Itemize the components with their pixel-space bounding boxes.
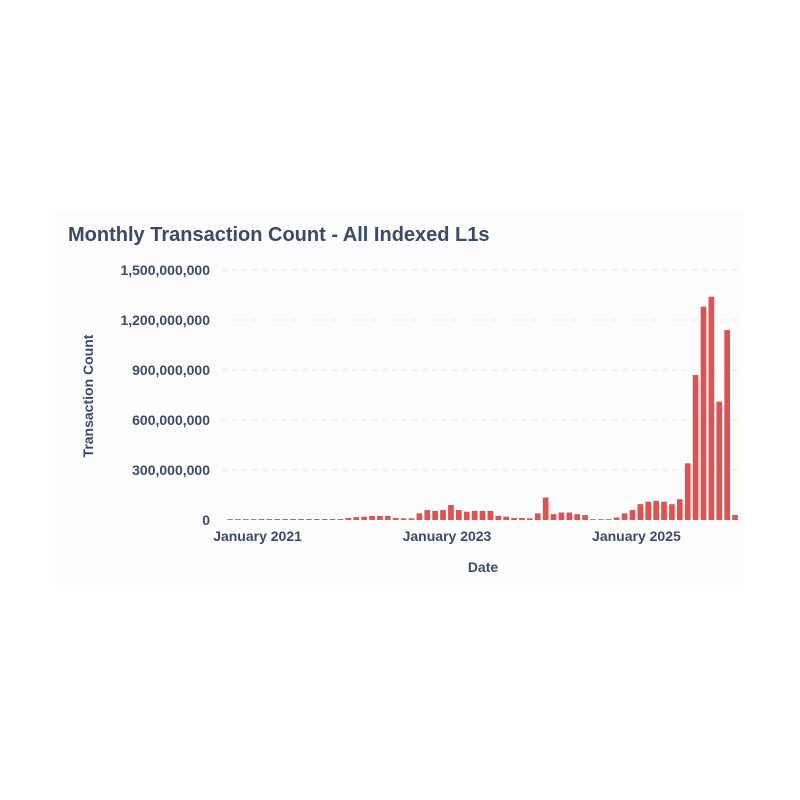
y-tick-label: 600,000,000 xyxy=(132,412,210,428)
bar xyxy=(708,296,715,520)
bar xyxy=(621,513,628,520)
bar xyxy=(645,501,652,520)
bar xyxy=(424,510,431,520)
bar xyxy=(700,306,707,520)
y-tick-label: 1,200,000,000 xyxy=(120,312,210,328)
x-tick-label: January 2021 xyxy=(213,528,302,544)
bar xyxy=(400,518,407,520)
bar xyxy=(282,519,289,520)
bar xyxy=(384,515,391,520)
bar xyxy=(408,518,415,520)
y-tick-labels: 0 300,000,000 600,000,000 900,000,000 1,200,… xyxy=(120,262,210,528)
bar xyxy=(503,516,510,520)
bar xyxy=(353,517,360,520)
bar xyxy=(661,501,667,520)
bar xyxy=(274,519,281,520)
bar xyxy=(637,504,644,520)
bar xyxy=(487,510,494,520)
grid-lines xyxy=(222,269,739,471)
bar xyxy=(471,510,478,520)
bar xyxy=(321,519,328,520)
bar xyxy=(242,519,249,520)
x-tick-label: January 2023 xyxy=(403,528,492,544)
bar xyxy=(479,510,486,520)
bar xyxy=(345,518,352,520)
bar xyxy=(511,518,517,520)
bar xyxy=(724,330,731,520)
bar xyxy=(258,519,265,520)
bar xyxy=(669,504,675,520)
bar xyxy=(337,519,344,520)
bar xyxy=(534,513,541,520)
bar xyxy=(629,510,636,520)
bar xyxy=(692,375,699,520)
bar xyxy=(558,512,565,520)
bar xyxy=(290,519,296,520)
bars xyxy=(227,296,738,520)
bar xyxy=(440,510,446,520)
bar xyxy=(676,499,683,520)
y-tick-label: 300,000,000 xyxy=(132,462,210,478)
bar xyxy=(392,518,399,520)
bar xyxy=(582,515,588,520)
bar xyxy=(542,497,549,520)
y-axis-label: Transaction Count xyxy=(80,334,96,457)
bar xyxy=(361,516,367,520)
x-axis-label: Date xyxy=(468,559,499,575)
bar xyxy=(432,510,438,520)
bar xyxy=(574,514,581,520)
bar xyxy=(684,463,691,520)
bar xyxy=(519,518,525,520)
bar xyxy=(550,514,557,520)
bar xyxy=(605,519,612,520)
bar xyxy=(313,519,320,520)
y-tick-label: 1,500,000,000 xyxy=(120,262,210,278)
x-tick-label: January 2025 xyxy=(592,528,681,544)
bar xyxy=(598,519,604,520)
x-tick-labels: January 2021 January 2023 January 2025 xyxy=(213,528,681,544)
y-tick-label: 0 xyxy=(202,512,210,528)
bar xyxy=(613,517,620,520)
bar xyxy=(463,511,470,520)
bar xyxy=(566,512,573,520)
bar xyxy=(527,518,533,520)
chart-title: Monthly Transaction Count - All Indexed … xyxy=(68,224,490,246)
bar xyxy=(377,515,383,520)
bar xyxy=(732,515,738,520)
bar xyxy=(369,515,375,520)
bar xyxy=(298,519,304,520)
bar-chart: 0 300,000,000 600,000,000 900,000,000 1,200,… xyxy=(80,262,739,575)
bar xyxy=(448,505,454,520)
bar xyxy=(227,519,233,520)
bar xyxy=(416,513,423,520)
chart-card: Monthly Transaction Count - All Indexed … xyxy=(55,213,743,585)
bar xyxy=(266,519,273,520)
bar xyxy=(495,515,502,520)
bar xyxy=(329,519,336,520)
bar xyxy=(455,510,462,520)
bar xyxy=(306,519,312,520)
bar xyxy=(234,519,241,520)
bar xyxy=(590,519,596,520)
bar xyxy=(653,500,659,520)
y-tick-label: 900,000,000 xyxy=(132,362,210,378)
bar xyxy=(250,519,257,520)
bar xyxy=(716,401,723,520)
